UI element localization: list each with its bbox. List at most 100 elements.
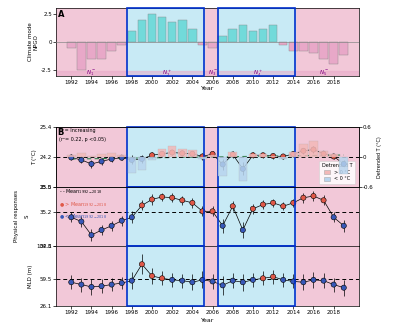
Bar: [219, 36, 227, 42]
Point: [129, 157, 135, 163]
Point: [240, 227, 246, 233]
Bar: [128, 31, 136, 42]
Point: [260, 276, 266, 281]
Point: [290, 151, 296, 157]
Bar: [107, 153, 116, 157]
Bar: [158, 17, 166, 42]
Bar: [77, 42, 86, 70]
Bar: [107, 42, 116, 51]
Bar: [97, 42, 106, 59]
Point: [179, 151, 186, 156]
Bar: [127, 246, 205, 306]
Point: [129, 278, 135, 283]
Point: [159, 151, 165, 156]
Bar: [188, 28, 196, 42]
Bar: [168, 22, 176, 42]
Point: [108, 223, 115, 228]
Y-axis label: MLD (m): MLD (m): [28, 264, 33, 288]
Point: [240, 166, 246, 172]
Point: [108, 282, 115, 287]
Bar: [67, 155, 75, 157]
Point: [78, 219, 85, 224]
Bar: [329, 42, 338, 64]
Point: [209, 209, 216, 214]
Text: $N_1^-$: $N_1^-$: [87, 69, 97, 78]
Point: [68, 280, 75, 285]
Bar: [279, 42, 288, 45]
Bar: [309, 141, 318, 157]
Bar: [218, 187, 295, 246]
Point: [300, 280, 307, 285]
Point: [98, 227, 105, 233]
Bar: [168, 146, 176, 157]
Point: [310, 147, 317, 152]
Point: [189, 151, 196, 156]
Point: [330, 154, 337, 159]
Point: [189, 280, 196, 285]
Point: [320, 198, 327, 203]
Point: [68, 215, 75, 220]
Point: [159, 276, 165, 281]
Point: [340, 161, 347, 167]
Point: [320, 278, 327, 283]
Text: A: A: [58, 10, 64, 19]
Text: ● > Mean$_{1992-2018}$: ● > Mean$_{1992-2018}$: [59, 200, 107, 208]
Bar: [218, 8, 295, 76]
Bar: [178, 149, 186, 157]
Bar: [269, 25, 277, 42]
Point: [78, 157, 85, 163]
Point: [320, 151, 327, 156]
Point: [78, 282, 85, 287]
Bar: [188, 150, 196, 157]
Point: [88, 161, 95, 167]
Bar: [249, 31, 257, 42]
Text: $N_4^+$: $N_4^+$: [253, 68, 263, 78]
Point: [169, 277, 175, 283]
Point: [119, 280, 125, 286]
Bar: [148, 157, 156, 160]
Bar: [309, 42, 318, 53]
Text: (r²= 0.22, p <0.05): (r²= 0.22, p <0.05): [59, 137, 106, 142]
Point: [169, 195, 175, 200]
Point: [250, 277, 256, 283]
Bar: [117, 155, 126, 157]
Bar: [289, 42, 298, 51]
Point: [189, 200, 196, 205]
Point: [250, 206, 256, 211]
Point: [149, 197, 155, 202]
Bar: [299, 42, 308, 51]
Bar: [138, 20, 146, 42]
Bar: [319, 42, 328, 59]
X-axis label: Year: Year: [201, 86, 214, 91]
Bar: [198, 157, 207, 159]
Point: [300, 195, 307, 200]
Bar: [340, 157, 348, 174]
Point: [199, 277, 206, 283]
Bar: [178, 20, 186, 42]
Bar: [56, 71, 359, 76]
Point: [169, 150, 175, 155]
Point: [119, 218, 125, 223]
Point: [280, 203, 286, 209]
Bar: [289, 152, 298, 157]
Y-axis label: Physical responses: Physical responses: [14, 190, 19, 242]
Text: $N_2^+$: $N_2^+$: [162, 68, 172, 78]
Bar: [259, 155, 267, 157]
Point: [179, 198, 186, 203]
Point: [199, 209, 206, 214]
Bar: [239, 157, 247, 181]
Text: B: B: [58, 129, 64, 137]
Point: [330, 215, 337, 220]
Point: [229, 203, 236, 209]
Bar: [218, 127, 295, 187]
Bar: [127, 187, 205, 246]
Bar: [208, 42, 217, 48]
Point: [340, 285, 347, 290]
Bar: [127, 8, 205, 76]
X-axis label: Year: Year: [201, 318, 214, 323]
Point: [270, 153, 276, 159]
Point: [219, 283, 226, 288]
Bar: [198, 42, 207, 45]
Bar: [218, 187, 295, 246]
Point: [280, 277, 286, 283]
